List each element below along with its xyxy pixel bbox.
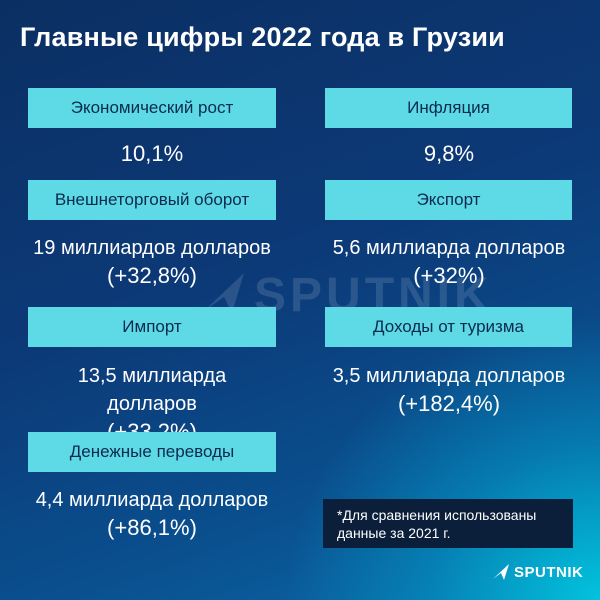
value-line: 10,1% — [120, 141, 184, 166]
footnote-line: данные за 2021 г. — [337, 525, 451, 541]
value-inflation: 9,8% — [329, 140, 569, 168]
logo-text: SPUTNIK — [514, 563, 584, 581]
value-line: 19 миллиардов долларов — [33, 237, 271, 259]
value-change: (+32,8%) — [107, 263, 197, 288]
value-line: 9,8% — [423, 141, 475, 166]
label-import: Импорт — [28, 307, 276, 347]
label-economic-growth: Экономический рост — [28, 88, 276, 128]
footnote-line: *Для сравнения использованы — [337, 507, 537, 523]
label-tourism-income: Доходы от туризма — [325, 307, 572, 347]
value-tourism-income: 3,5 миллиарда долларов (+182,4%) — [329, 362, 569, 418]
value-line: 4,4 миллиарда долларов — [35, 489, 269, 511]
label-export: Экспорт — [325, 180, 572, 220]
value-change: (+182,4%) — [397, 391, 501, 416]
value-change: (+86,1%) — [107, 515, 197, 540]
page-title: Главные цифры 2022 года в Грузии — [20, 22, 505, 52]
value-line: 5,6 миллиарда долларов — [332, 237, 566, 259]
sputnik-watermark-icon — [204, 273, 244, 313]
value-line: 3,5 миллиарда долларов — [332, 365, 566, 387]
value-export: 5,6 миллиарда долларов (+32%) — [329, 234, 569, 290]
value-change: (+32%) — [413, 263, 485, 288]
value-economic-growth: 10,1% — [32, 140, 272, 168]
label-inflation: Инфляция — [325, 88, 572, 128]
value-remittances: 4,4 миллиарда долларов (+86,1%) — [32, 486, 272, 542]
value-trade-turnover: 19 миллиардов долларов (+32,8%) — [32, 234, 272, 290]
label-remittances: Денежные переводы — [28, 432, 276, 472]
value-line: 13,5 миллиарда долларов — [77, 365, 227, 415]
sputnik-arrow-icon — [493, 564, 509, 580]
label-trade-turnover: Внешнеторговый оборот — [28, 180, 276, 220]
sputnik-logo: SPUTNIK — [492, 563, 583, 581]
footnote: *Для сравнения использованы данные за 20… — [323, 499, 573, 548]
